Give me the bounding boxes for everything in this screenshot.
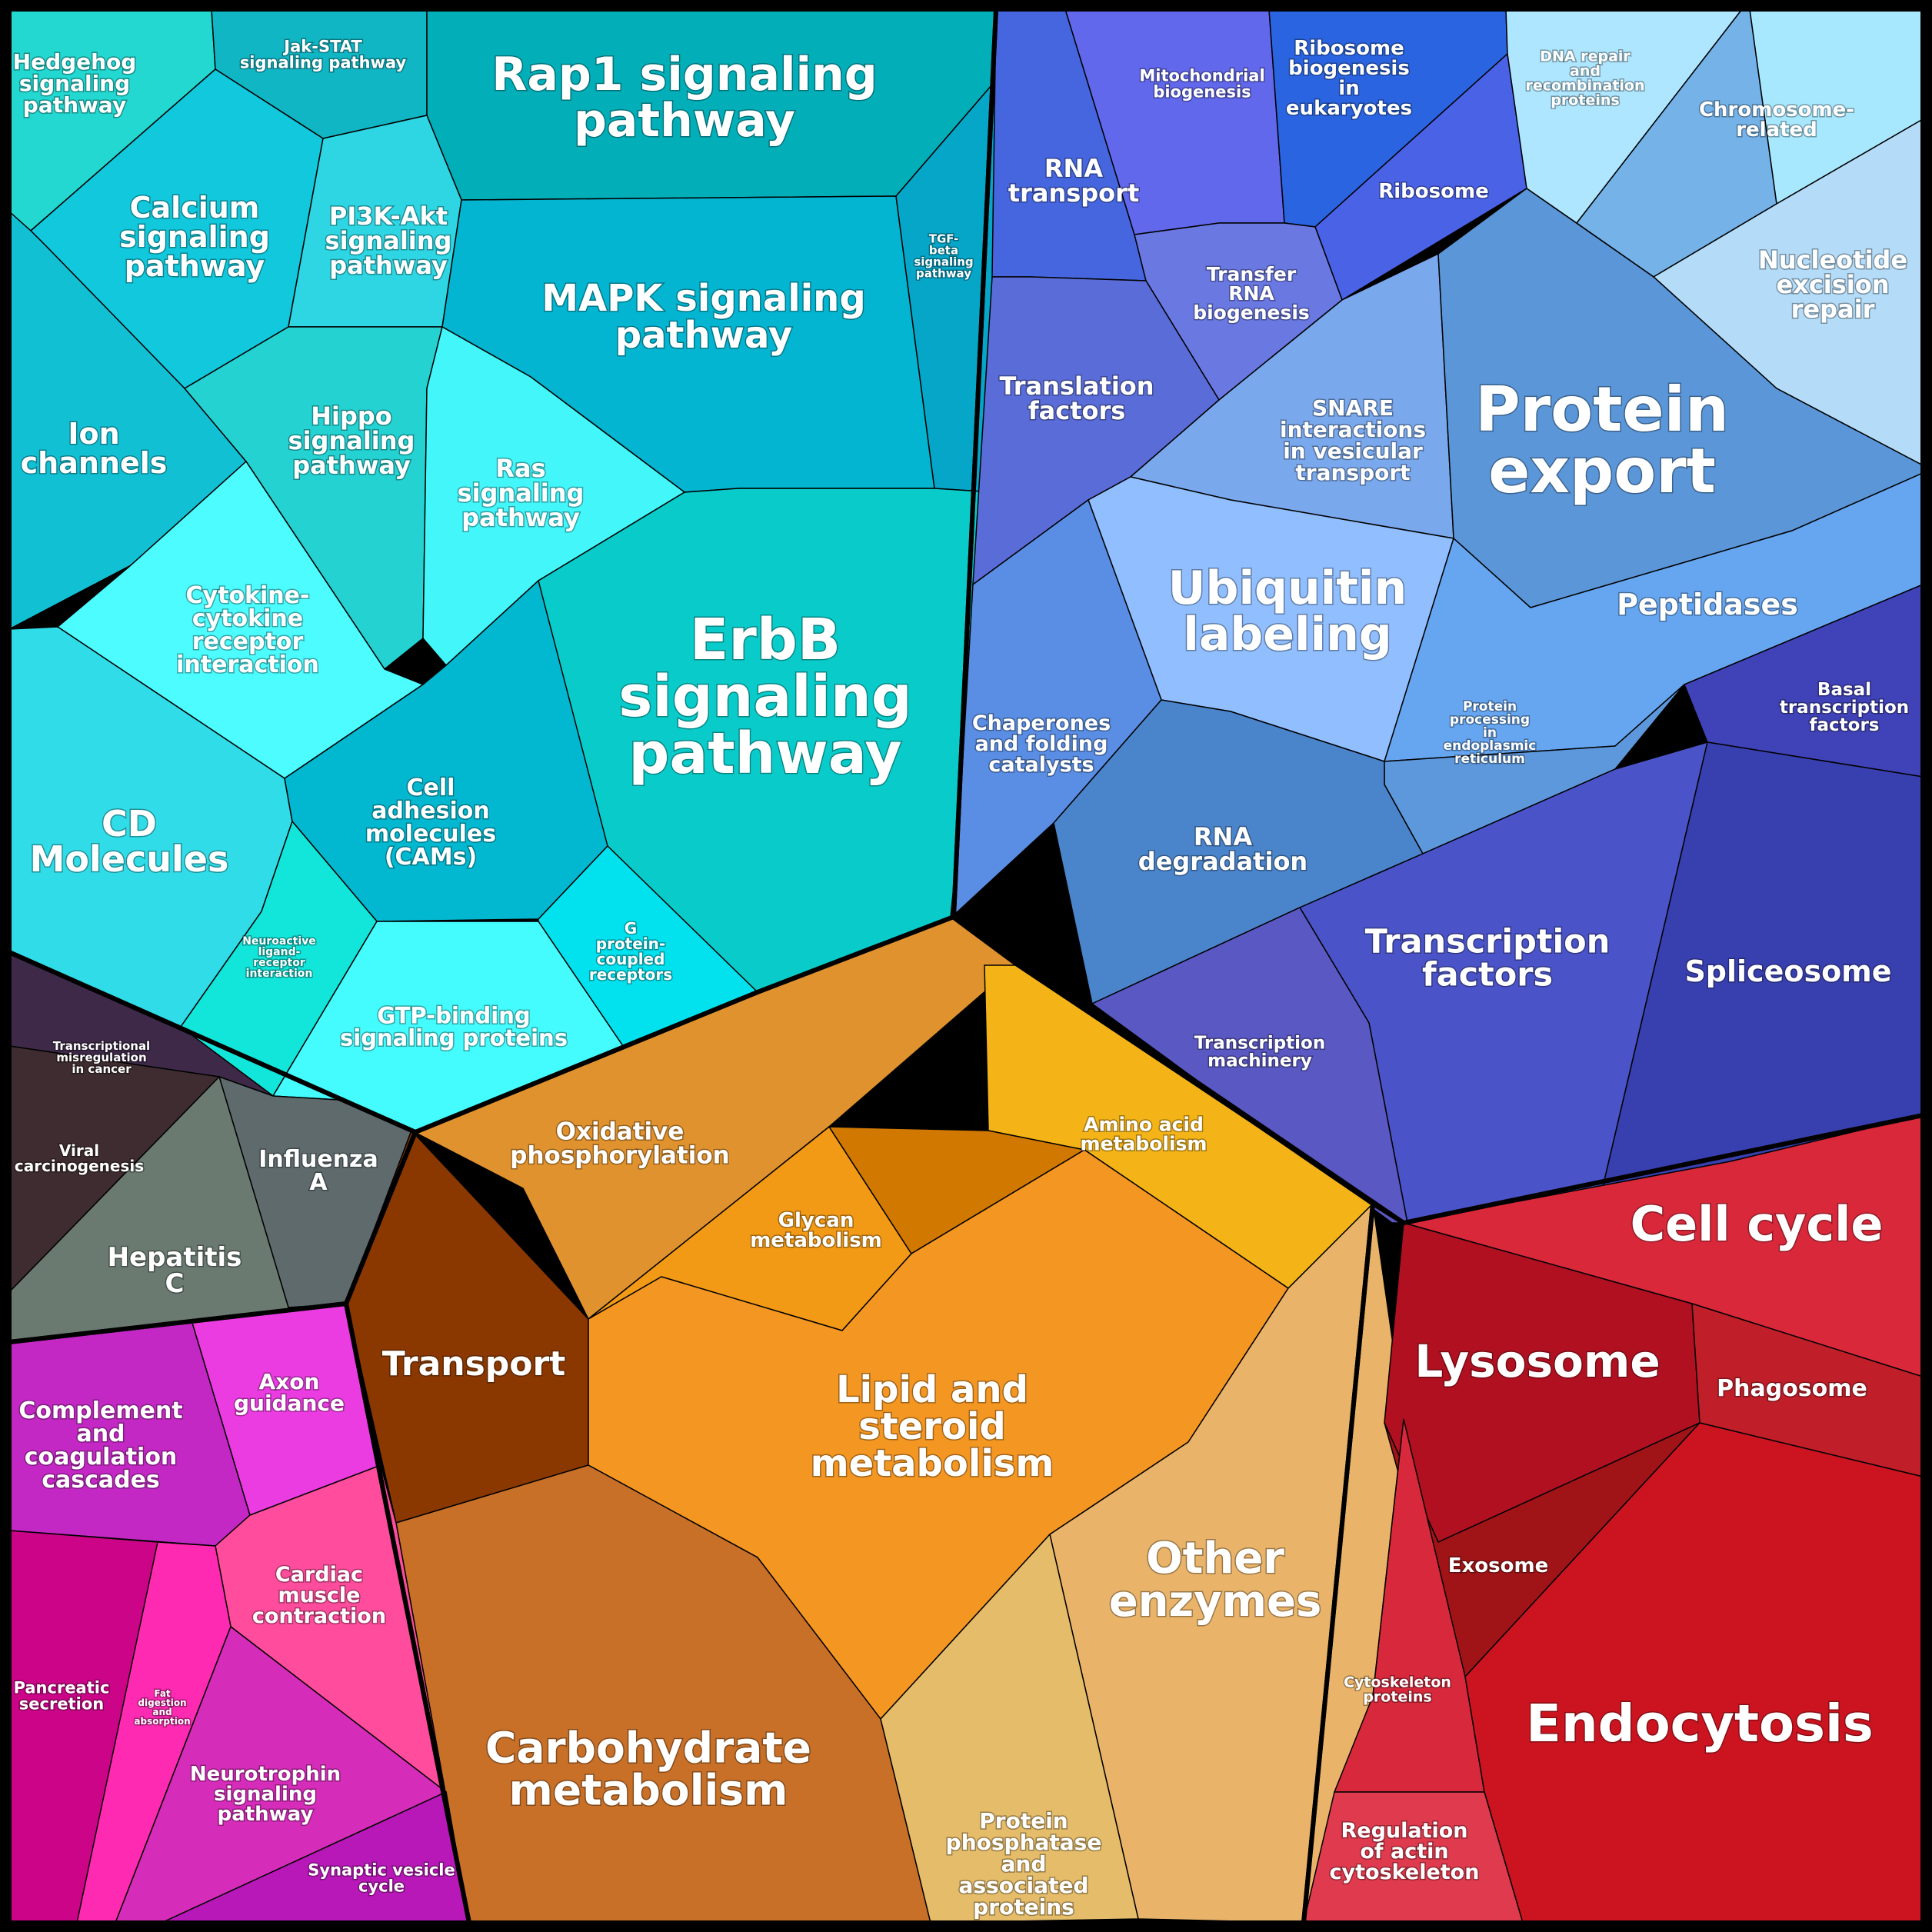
rap1-label: Rap1 signaling pathway	[491, 48, 878, 148]
mapk-label: MAPK signaling pathway	[541, 277, 865, 357]
basal-label: Basal transcription factors	[1780, 680, 1909, 735]
pancreatic-label: Pancreatic secretion	[14, 1679, 110, 1714]
gtp-label: GTP-binding signaling proteins	[340, 1003, 568, 1051]
mito-label: Mitochondrial biogenesis	[1139, 67, 1264, 102]
cd-label: CD Molecules	[30, 803, 229, 880]
axon-label: Axon guidance	[234, 1369, 345, 1416]
transport-label: Transport	[382, 1344, 566, 1384]
fat-label: Fat digestion and absorption	[134, 1688, 190, 1727]
exosome-label: Exosome	[1448, 1554, 1548, 1577]
phosph-label: Protein phosphatase and associated proteins	[946, 1808, 1102, 1920]
ubiq-label: Ubiquitin labeling	[1168, 561, 1407, 661]
protexp-label: Protein export	[1475, 374, 1729, 507]
ribobio-label: Ribosome biogenesis in eukaryotes	[1286, 37, 1412, 120]
calcium-label: Calcium signaling pathway	[119, 191, 270, 283]
influenza-label: Influenza A	[258, 1146, 378, 1196]
ribosome-label: Ribosome	[1378, 180, 1488, 203]
rnatransport-label: RNA transport	[1008, 154, 1139, 208]
rnadeg-label: RNA degradation	[1138, 822, 1307, 876]
hepc-label: Hepatitis C	[108, 1242, 242, 1299]
tf-label: Transcription factors	[1365, 922, 1611, 994]
glycan-label: Glycan metabolism	[750, 1209, 882, 1252]
organismal-outline	[7, 1301, 471, 1925]
phago-label: Phagosome	[1717, 1375, 1867, 1402]
cardiac-label: Cardiac muscle contraction	[252, 1563, 386, 1628]
cellcycle-label: Cell cycle	[1631, 1196, 1884, 1252]
hedgehog-label: Hedgehog signaling pathway	[13, 49, 137, 118]
dnarepair-label: DNA repair and recombination proteins	[1525, 48, 1644, 108]
erbb-label: ErbB signaling pathway	[618, 607, 911, 787]
pept-label: Peptidases	[1617, 588, 1798, 621]
ion-label: Ion channels	[21, 417, 168, 480]
other-label: Other enzymes	[1109, 1534, 1322, 1627]
cellular-outline	[1301, 1113, 1925, 1925]
trna-label: Transfer RNA biogenesis	[1193, 263, 1310, 324]
carb-label: Carbohydrate metabolism	[485, 1724, 811, 1815]
ras-label: Ras signaling pathway	[458, 454, 585, 532]
synaptic-label: Synaptic vesicle cycle	[308, 1861, 455, 1896]
endo-label: Endocytosis	[1526, 1694, 1874, 1754]
lysosome-label: Lysosome	[1414, 1335, 1660, 1387]
tgfb-label: TGF-beta signaling pathway	[914, 232, 973, 280]
oxphos-label: Oxidative phosphorylation	[510, 1118, 729, 1169]
chrom-label: Chromosome-related	[1699, 98, 1854, 142]
phosph-cell	[880, 1533, 1139, 1924]
snare-label: SNARE interactions in vesicular transport	[1280, 395, 1426, 485]
cytokine-label: Cytokine-cytokine receptor interaction	[176, 582, 319, 678]
regactin-label: Regulation of actin cytoskeleton	[1330, 1819, 1480, 1884]
viral-label: Viral carcinogenesis	[15, 1141, 144, 1175]
cells-layer	[8, 8, 1924, 1924]
jakstat-label: Jak-STAT signaling pathway	[240, 38, 407, 72]
hippo-label: Hippo signaling pathway	[288, 401, 415, 480]
lipid-label: Lipid and steroid metabolism	[811, 1368, 1054, 1485]
chaperones-label: Chaperones and folding catalysts	[972, 711, 1111, 777]
cytosk-label: Cytoskeleton proteins	[1344, 1674, 1451, 1705]
tmach-label: Transcription machinery	[1194, 1033, 1325, 1071]
labels-layer: Rap1 signaling pathway Hedgehog signaling pa…	[12, 35, 1910, 1921]
neurotrophin-label: Neurotrophin signaling pathway	[190, 1763, 341, 1826]
neuroactive-label: Neuroactive ligand-receptor interaction	[242, 935, 316, 980]
cam-label: Cell adhesion molecules (CAMs)	[365, 774, 496, 871]
tmis-label: Transcriptional misregulation in cancer	[53, 1039, 150, 1076]
ner-label: Nucleotide excision repair	[1758, 245, 1907, 324]
protproc-label: Protein processing in endoplasmic reticulum	[1444, 699, 1537, 767]
splice-label: Spliceosome	[1684, 954, 1891, 988]
transl-label: Translation factors	[999, 371, 1154, 425]
amino-label: Amino acid metabolism	[1081, 1114, 1208, 1155]
complement-label: Complement and coagulation cascades	[18, 1397, 182, 1494]
pi3k-label: PI3K-Akt signaling pathway	[325, 202, 452, 280]
